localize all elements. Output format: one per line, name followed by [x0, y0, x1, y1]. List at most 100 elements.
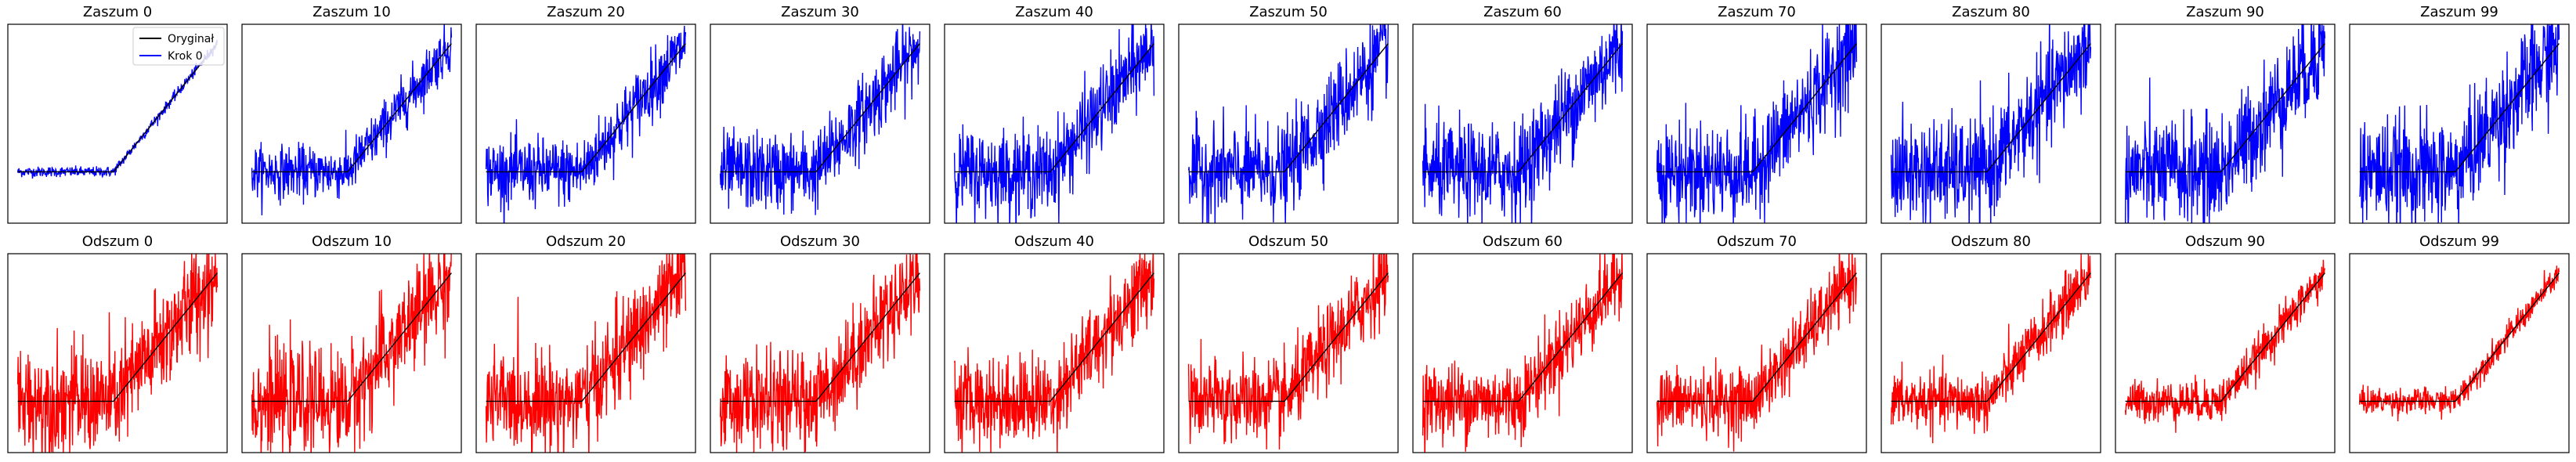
- series-line-denoise: [1187, 254, 1389, 449]
- subplot-frame: [1412, 23, 1633, 224]
- subplot-title: Zaszum 90: [2186, 4, 2264, 20]
- panels-group: Zaszum 0 Oryginał Krok 0 Zaszum 10 Zaszum 20…: [7, 4, 2570, 453]
- subplot-title: Odszum 99: [2419, 233, 2499, 250]
- series-line-denoise: [485, 254, 687, 453]
- subplot-denoise-60: Odszum 60: [1412, 233, 1633, 453]
- subplot-frame: [2115, 23, 2336, 224]
- series-line-denoise: [2358, 265, 2560, 422]
- original-line: [954, 43, 1154, 173]
- original-line: [251, 43, 452, 173]
- subplot-frame: [1646, 253, 1867, 453]
- subplot-title: Zaszum 40: [1015, 4, 1093, 20]
- subplot-title: Zaszum 0: [83, 4, 152, 20]
- series-line-noise: [16, 39, 219, 179]
- subplot-noise-40: Zaszum 40: [944, 4, 1165, 224]
- original-line: [954, 273, 1154, 402]
- series-line-noise: [953, 24, 1155, 223]
- subplot-title: Zaszum 99: [2420, 4, 2498, 20]
- subplot-noise-30: Zaszum 30: [710, 4, 930, 224]
- subplot-frame: [1646, 23, 1867, 224]
- series-line-noise: [1187, 24, 1389, 223]
- subplot-denoise-10: Odszum 10: [241, 233, 462, 453]
- series-line-denoise: [251, 254, 452, 453]
- legend-label: Oryginał: [168, 33, 214, 45]
- subplot-denoise-40: Odszum 40: [944, 233, 1165, 453]
- original-line: [1188, 43, 1389, 173]
- series-line-noise: [251, 24, 453, 216]
- subplot-frame: [1881, 23, 2101, 224]
- subplot-noise-70: Zaszum 70: [1646, 4, 1867, 224]
- subplot-frame: [475, 23, 696, 224]
- series-line-noise: [2358, 24, 2560, 223]
- series-line-noise: [1422, 24, 1624, 223]
- subplot-denoise-70: Odszum 70: [1646, 233, 1867, 453]
- subplot-frame: [2349, 23, 2570, 224]
- original-line: [1657, 43, 1857, 173]
- series-line-denoise: [719, 254, 921, 453]
- series-line-denoise: [2124, 259, 2326, 433]
- subplot-title: Zaszum 60: [1483, 4, 1562, 20]
- series-line-denoise: [16, 254, 219, 453]
- subplot-denoise-20: Odszum 20: [475, 233, 696, 453]
- series-line-noise: [1890, 24, 2092, 223]
- subplot-frame: [1881, 253, 2101, 453]
- subplot-title: Odszum 20: [546, 233, 626, 250]
- legend-label: Krok 0: [168, 50, 203, 63]
- subplot-noise-99: Zaszum 99: [2349, 4, 2570, 224]
- subplot-noise-90: Zaszum 90: [2115, 4, 2336, 224]
- original-line: [2125, 43, 2325, 173]
- subplot-denoise-50: Odszum 50: [1178, 233, 1399, 453]
- subplot-frame: [1178, 253, 1399, 453]
- original-line: [1422, 43, 1623, 173]
- original-line: [1657, 273, 1857, 402]
- subplot-title: Zaszum 20: [547, 4, 625, 20]
- original-line: [2125, 273, 2325, 402]
- subplot-title: Zaszum 80: [1952, 4, 2030, 20]
- original-line: [17, 43, 218, 173]
- subplot-noise-20: Zaszum 20: [475, 4, 696, 224]
- subplot-title: Zaszum 10: [313, 4, 391, 20]
- series-line-noise: [719, 24, 921, 215]
- subplot-frame: [475, 253, 696, 453]
- original-line: [17, 273, 218, 402]
- subplot-frame: [241, 23, 462, 224]
- subplot-denoise-90: Odszum 90: [2115, 233, 2336, 453]
- subplot-denoise-30: Odszum 30: [710, 233, 930, 453]
- series-line-denoise: [1890, 254, 2092, 444]
- subplot-frame: [2115, 253, 2336, 453]
- legend: Oryginał Krok 0: [132, 27, 225, 66]
- series-line-noise: [1656, 24, 1858, 223]
- original-line: [2359, 43, 2560, 173]
- series-line-noise: [2124, 24, 2326, 223]
- subplot-frame: [7, 23, 228, 224]
- subplot-title: Odszum 0: [82, 233, 154, 250]
- original-line: [1422, 273, 1623, 402]
- series-line-denoise: [953, 254, 1155, 453]
- original-line: [1891, 273, 2091, 402]
- subplot-frame: [944, 23, 1165, 224]
- subplot-frame: [7, 253, 228, 453]
- subplot-frame: [710, 23, 930, 224]
- subplot-frame: [710, 253, 930, 453]
- subplot-frame: [2349, 253, 2570, 453]
- subplot-noise-80: Zaszum 80: [1881, 4, 2101, 224]
- original-line: [486, 273, 686, 402]
- subplot-denoise-0: Odszum 0: [7, 233, 228, 453]
- subplot-noise-10: Zaszum 10: [241, 4, 462, 224]
- subplot-frame: [1412, 253, 1633, 453]
- original-line: [720, 273, 920, 402]
- original-line: [1188, 273, 1389, 402]
- series-line-denoise: [1656, 254, 1858, 452]
- subplot-frame: [1178, 23, 1399, 224]
- series-line-noise: [485, 25, 687, 223]
- subplot-denoise-80: Odszum 80: [1881, 233, 2101, 453]
- subplot-noise-50: Zaszum 50: [1178, 4, 1399, 224]
- subplot-frame: [241, 253, 462, 453]
- subplot-title: Zaszum 70: [1718, 4, 1796, 20]
- subplot-title: Odszum 70: [1717, 233, 1797, 250]
- subplot-title: Odszum 30: [780, 233, 860, 250]
- subplot-frame: [944, 253, 1165, 453]
- series-line-denoise: [1422, 254, 1624, 453]
- subplot-title: Odszum 10: [312, 233, 392, 250]
